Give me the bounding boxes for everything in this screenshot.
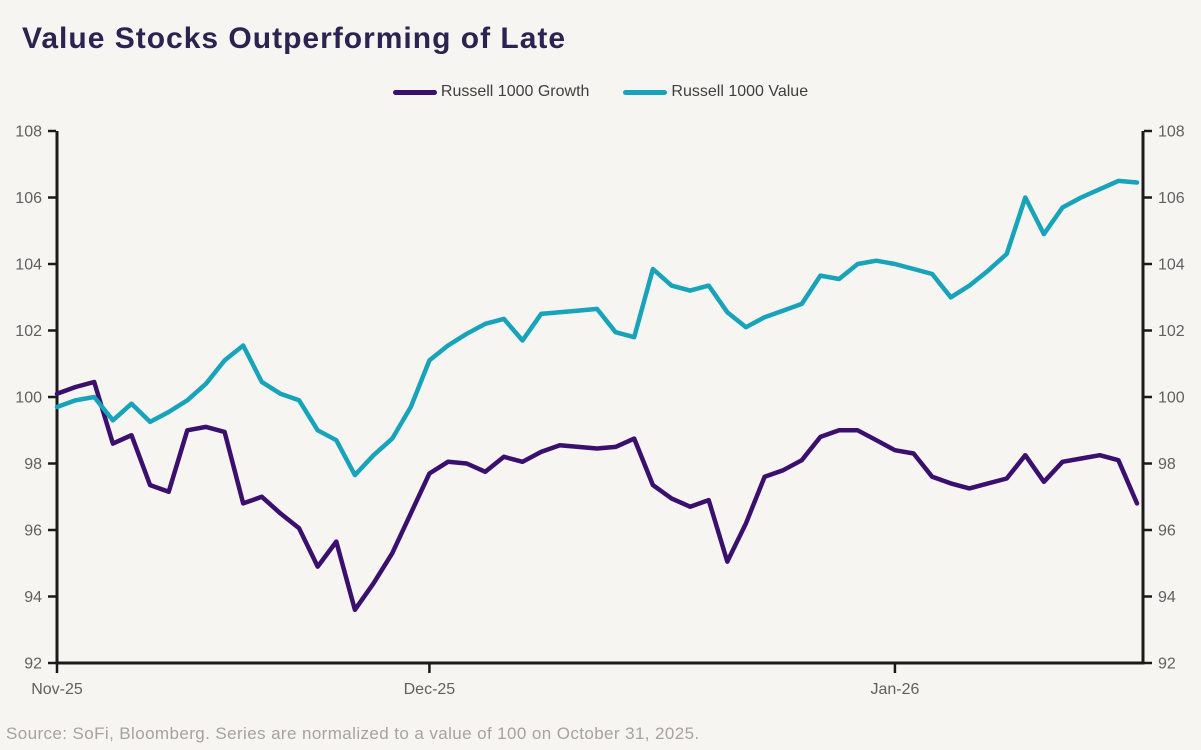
y-axis-tick-label-left: 94 [24,589,42,606]
y-axis-tick-label-right: 92 [1158,656,1176,673]
y-axis-tick-label-left: 104 [15,257,42,274]
y-axis-tick-label-left: 108 [15,124,42,141]
y-axis-tick-label-left: 106 [15,190,42,207]
y-axis-tick-label-right: 98 [1158,456,1176,473]
y-axis-tick-label-left: 96 [24,523,42,540]
chart-legend: Russell 1000 Growth Russell 1000 Value [0,83,1201,101]
x-axis-tick-label: Nov-25 [31,681,83,698]
y-axis-tick-label-right: 102 [1158,323,1185,340]
y-axis-tick-label-right: 100 [1158,390,1185,407]
legend-label-value: Russell 1000 Value [671,83,809,100]
chart-title: Value Stocks Outperforming of Late [22,22,567,55]
legend-swatch-value-icon [623,89,668,95]
y-axis-tick-label-left: 92 [24,656,42,673]
legend-swatch-growth-icon [392,89,437,95]
legend-label-growth: Russell 1000 Growth [440,83,590,100]
y-axis-tick-label-left: 98 [24,456,42,473]
y-axis-tick-label-left: 102 [15,323,42,340]
y-axis-tick-label-right: 96 [1158,523,1176,540]
y-axis-tick-label-right: 106 [1158,190,1185,207]
x-axis-tick-label: Jan-26 [870,681,919,698]
y-axis-tick-label-right: 108 [1158,124,1185,141]
legend-item-value: Russell 1000 Value [623,83,808,101]
source-note: Source: SoFi, Bloomberg. Series are norm… [6,724,700,743]
y-axis-tick-label-right: 94 [1158,589,1176,606]
x-axis-tick-label: Dec-25 [404,681,456,698]
y-axis-tick-label-right: 104 [1158,257,1185,274]
series-line-growth [54,379,1140,613]
series-line-value [54,178,1140,478]
y-axis-tick-label-left: 100 [15,390,42,407]
legend-item-growth: Russell 1000 Growth [392,83,590,101]
